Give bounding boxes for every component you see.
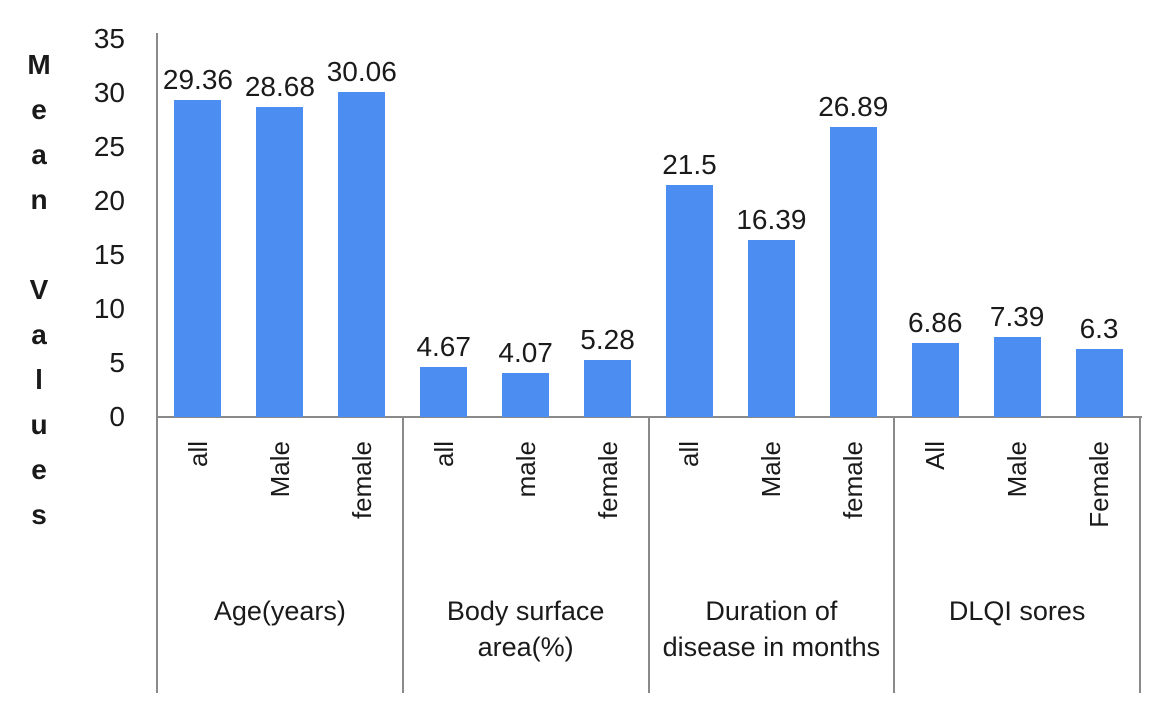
group-label: Duration of disease in months <box>649 593 895 665</box>
bar <box>338 92 386 417</box>
group-label: DLQI sores <box>894 593 1140 629</box>
group-separator-line <box>647 416 650 693</box>
group-label-line: DLQI sores <box>948 596 1086 626</box>
bar-value-label: 29.36 <box>162 63 233 95</box>
y-axis-title-letter: a <box>31 139 47 170</box>
y-tick-label: 35 <box>93 23 125 54</box>
bar-value-label: 21.5 <box>662 148 717 180</box>
y-axis-title-letter: n <box>30 184 48 215</box>
group-label-line: Age(years) <box>213 596 346 626</box>
bar <box>174 99 222 417</box>
y-tick-label: 15 <box>93 239 125 270</box>
bar <box>747 239 795 417</box>
bar <box>502 373 550 417</box>
bar-value-label: 4.67 <box>416 330 471 362</box>
bar <box>665 184 713 417</box>
group-label-line: Body surface <box>446 596 605 626</box>
bar-value-label: 5.28 <box>580 323 635 355</box>
category-label: all <box>674 441 705 468</box>
group-separator-line <box>1139 416 1141 693</box>
bar <box>993 337 1041 417</box>
bar-value-label: 4.07 <box>498 337 553 369</box>
bar <box>829 126 877 417</box>
y-axis-title-letter: e <box>31 454 47 485</box>
group-separator-line <box>401 416 404 693</box>
group-label-line: area(%) <box>477 632 574 662</box>
group-label-line: Duration of <box>705 596 838 626</box>
y-tick-label: 0 <box>109 401 125 432</box>
y-axis-title-letter: l <box>35 364 43 395</box>
bar-value-label: 6.86 <box>907 306 963 338</box>
y-axis-title-letter: V <box>29 274 49 305</box>
y-axis-title-letter: M <box>27 49 51 80</box>
group-label-line: disease in months <box>662 632 881 662</box>
category-label: Female <box>1084 441 1115 528</box>
y-axis-title-letter: s <box>31 499 47 530</box>
bar-value-label: 26.89 <box>818 90 889 122</box>
y-axis-title-letter: e <box>31 94 47 125</box>
category-label: All <box>920 441 951 470</box>
group-label: Body surface area(%) <box>403 593 649 665</box>
y-axis-line <box>156 33 158 418</box>
category-label: female <box>592 441 623 520</box>
category-label: female <box>346 441 377 520</box>
y-tick-label: 20 <box>93 185 125 216</box>
category-label: Male <box>264 441 295 498</box>
y-tick-label: 25 <box>93 131 125 162</box>
bar-value-label: 30.06 <box>326 56 397 88</box>
bar-value-label: 28.68 <box>244 71 315 103</box>
y-tick-label: 30 <box>93 77 125 108</box>
category-label: all <box>428 441 459 468</box>
bar <box>256 107 304 417</box>
category-label: all <box>182 441 213 468</box>
y-tick-label: 10 <box>93 293 125 324</box>
bar-value-label: 6.3 <box>1079 312 1119 344</box>
group-separator-line <box>893 416 896 693</box>
bar-value-label: 16.39 <box>736 203 807 235</box>
group-label: Age(years) <box>157 593 403 629</box>
bar-value-label: 7.39 <box>989 301 1045 333</box>
bar <box>584 359 632 417</box>
category-label: female <box>838 441 869 520</box>
bar <box>1075 348 1123 417</box>
bar <box>911 342 959 417</box>
category-label: male <box>510 441 541 498</box>
group-separator-line <box>156 416 158 693</box>
y-tick-label: 5 <box>109 347 125 378</box>
y-axis-title-letter: a <box>31 319 47 350</box>
category-label: Male <box>756 441 787 498</box>
bar <box>420 366 468 417</box>
y-axis-title-letter: u <box>30 409 48 440</box>
category-label: Male <box>1002 441 1033 498</box>
